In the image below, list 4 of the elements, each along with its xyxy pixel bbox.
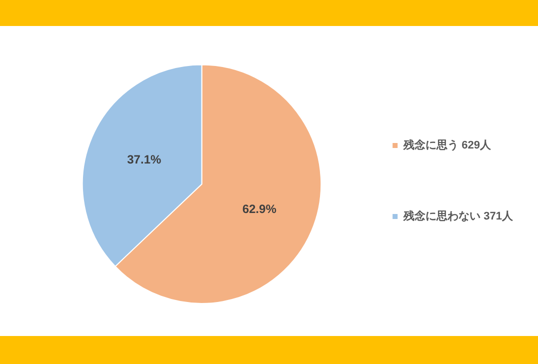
legend-label: 残念に思わない 371人 — [402, 210, 514, 222]
legend-label: 残念に思う 629人 — [402, 138, 492, 152]
data-label: 37.1% — [127, 152, 162, 166]
data-label: 62.9% — [242, 202, 277, 216]
